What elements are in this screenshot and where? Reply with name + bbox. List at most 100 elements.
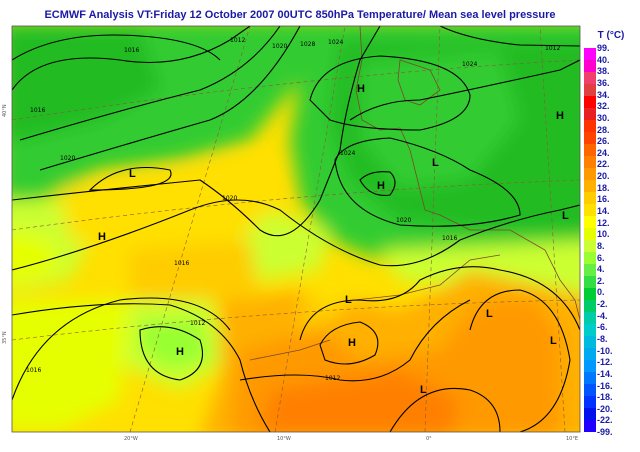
legend-label: 99. <box>597 43 610 53</box>
legend-swatch <box>584 168 596 181</box>
legend-label: 32. <box>597 101 610 112</box>
legend-label: 8. <box>597 240 605 251</box>
legend-swatch <box>584 96 596 109</box>
legend-swatch <box>584 360 596 373</box>
low-pressure-center: L <box>550 335 557 347</box>
isobar-label: 1012 <box>190 320 205 327</box>
legend-label: 36. <box>597 77 610 88</box>
lat-label: 40°N <box>2 104 8 117</box>
legend-label: -18. <box>597 392 613 403</box>
legend-swatch <box>584 276 596 289</box>
legend-label: -12. <box>597 357 613 368</box>
isobar-label: 1024 <box>462 61 477 68</box>
isobar-label: 1016 <box>442 235 457 242</box>
pressure-centers: H L H H L H L H L L H L L <box>98 83 569 396</box>
legend-swatch <box>584 336 596 349</box>
isobar-label: 1016 <box>30 107 45 114</box>
low-pressure-center: L <box>420 384 427 396</box>
legend-swatch <box>584 132 596 145</box>
low-pressure-center: L <box>486 308 493 320</box>
legend-label: 22. <box>597 159 610 170</box>
legend-swatch <box>584 180 596 193</box>
lon-label: 0° <box>426 436 432 442</box>
legend-swatch <box>584 252 596 265</box>
legend-swatch <box>584 288 596 301</box>
map-frame <box>11 25 581 433</box>
legend-swatch <box>584 312 596 325</box>
color-legend <box>584 48 596 432</box>
legend-swatch <box>584 384 596 397</box>
legend-label: 38. <box>597 66 610 77</box>
legend-swatch <box>584 240 596 253</box>
isobar-label: 1024 <box>328 39 343 46</box>
legend-label: 28. <box>597 124 610 135</box>
legend-label: 20. <box>597 171 610 181</box>
legend-label: -10. <box>597 345 613 356</box>
map-title: ECMWF Analysis VT:Friday 12 October 2007… <box>44 9 556 21</box>
legend-label: 12. <box>597 217 610 228</box>
legend-label: 18. <box>597 182 610 193</box>
isobar-label: 1016 <box>124 47 139 54</box>
isobar-label: 1016 <box>174 260 189 267</box>
legend-title: T (°C) <box>597 30 625 41</box>
isobar-label: 1020 <box>396 217 411 224</box>
legend-label: 0. <box>597 287 605 298</box>
legend-swatch <box>584 420 596 432</box>
legend-swatch <box>584 156 596 169</box>
high-pressure-center: H <box>348 337 356 349</box>
legend-label: 40. <box>597 54 610 65</box>
legend-swatch <box>584 216 596 229</box>
isobar-label: 1028 <box>300 41 315 48</box>
legend-swatch <box>584 192 596 205</box>
lat-label: 35°N <box>2 331 8 344</box>
legend-swatch <box>584 84 596 97</box>
legend-swatch <box>584 372 596 385</box>
isobar-label: 1012 <box>325 375 340 382</box>
legend-swatch <box>584 48 596 61</box>
legend-label: -99. <box>597 427 613 437</box>
legend-swatch <box>584 108 596 121</box>
legend-swatch <box>584 264 596 277</box>
legend-label: -2. <box>597 299 608 309</box>
isobar-label: 1020 <box>222 195 237 202</box>
legend-label: -20. <box>597 403 613 414</box>
legend-label: 6. <box>597 252 605 263</box>
isobar-label: 1024 <box>340 150 355 157</box>
high-pressure-center: H <box>377 180 385 192</box>
legend-label: 16. <box>597 194 610 205</box>
legend-swatch <box>584 204 596 217</box>
low-pressure-center: L <box>129 168 136 180</box>
legend-label: 4. <box>597 264 605 275</box>
legend-label: 24. <box>597 147 610 158</box>
legend-label: -16. <box>597 380 613 391</box>
isobars <box>12 26 580 432</box>
legend-label: 34. <box>597 89 610 100</box>
legend-label: -8. <box>597 333 608 344</box>
isobar-label: 1020 <box>60 155 75 162</box>
legend-swatch <box>584 348 596 361</box>
coastlines <box>249 26 580 361</box>
legend-swatch <box>584 60 596 73</box>
high-pressure-center: H <box>556 110 564 122</box>
high-pressure-center: H <box>98 231 106 243</box>
isobar-label: 1020 <box>272 43 287 50</box>
low-pressure-center: L <box>432 157 439 169</box>
legend-swatch <box>584 228 596 241</box>
legend-label: -14. <box>597 368 613 379</box>
legend-label: 26. <box>597 136 610 147</box>
legend-label: 2. <box>597 275 605 286</box>
lat-lon-grid <box>12 26 580 432</box>
lon-label: 10°W <box>277 436 291 442</box>
legend-label: -22. <box>597 415 613 426</box>
legend-label: 10. <box>597 229 610 240</box>
isobar-label: 1012 <box>230 37 245 44</box>
legend-label: 30. <box>597 112 610 123</box>
legend-swatch <box>584 144 596 157</box>
low-pressure-center: H <box>176 346 184 358</box>
lon-label: 20°W <box>124 436 138 442</box>
isobar-label: 1016 <box>26 367 41 374</box>
high-pressure-center: H <box>357 83 365 95</box>
legend-label: 14. <box>597 205 610 216</box>
legend-swatch <box>584 72 596 85</box>
